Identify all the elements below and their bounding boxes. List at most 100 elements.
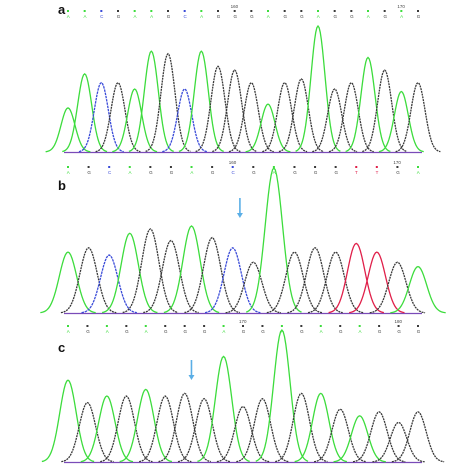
base-call-letter: T <box>376 170 379 175</box>
base-call-dot <box>314 166 317 168</box>
position-number: 170 <box>397 4 405 9</box>
peak-A <box>62 73 108 153</box>
base-call-letter: G <box>242 329 246 334</box>
base-call-letter: C <box>183 14 187 19</box>
base-call-row: A G C A G G A G C G A G G G T T G A 160 170 <box>67 160 420 175</box>
base-call-dot <box>183 325 186 327</box>
panel-label: b <box>58 178 66 193</box>
base-call-dot <box>300 325 303 327</box>
base-call-letter: G <box>261 329 265 334</box>
base-call-letter: C <box>232 170 236 175</box>
peak-C <box>78 81 124 153</box>
peak-G <box>307 251 364 314</box>
base-call-dot <box>358 325 361 327</box>
base-call-dot <box>417 325 419 327</box>
base-call-letter: G <box>233 14 237 19</box>
base-call-dot <box>149 166 152 168</box>
peak-G <box>266 251 323 314</box>
base-call-dot <box>300 10 303 12</box>
position-number: 170 <box>239 319 247 324</box>
base-call-dot <box>378 325 381 327</box>
base-call-dot <box>133 10 136 12</box>
peak-G <box>61 401 114 463</box>
peak-A <box>178 50 224 153</box>
peak-A <box>345 56 391 153</box>
base-call-letter: G <box>211 170 215 175</box>
base-call-dot <box>150 10 153 12</box>
peak-G <box>212 69 258 153</box>
peak-A <box>40 251 96 314</box>
peak-A <box>41 379 95 463</box>
peak-T <box>349 251 405 314</box>
base-call-letter: G <box>170 170 174 175</box>
base-call-dot <box>261 325 264 327</box>
base-call-dot <box>67 10 69 12</box>
peak-G <box>287 246 343 314</box>
base-call-letter: A <box>145 329 148 334</box>
base-call-dot <box>319 325 322 327</box>
base-call-dot <box>383 10 386 12</box>
base-call-dot <box>190 166 193 168</box>
base-call-dot <box>283 10 286 12</box>
base-call-letter: A <box>67 329 70 334</box>
base-call-dot <box>355 166 358 168</box>
base-call-letter: G <box>167 14 171 19</box>
base-call-letter: A <box>358 329 361 334</box>
base-call-dot <box>144 325 147 327</box>
peak-G <box>262 81 308 153</box>
peak-A <box>294 392 348 463</box>
base-call-letter: G <box>396 170 400 175</box>
base-call-letter: G <box>350 14 354 19</box>
base-call-dot <box>128 166 131 168</box>
base-call-dot <box>105 325 108 327</box>
peak-G <box>369 261 426 314</box>
position-number: 170 <box>393 160 401 165</box>
peak-G <box>313 408 367 463</box>
peak-G <box>362 69 408 153</box>
peak-A <box>333 415 386 463</box>
base-call-letter: G <box>183 329 187 334</box>
mutation-arrow <box>188 360 195 380</box>
position-number: 180 <box>395 319 403 324</box>
peak-G <box>216 405 270 463</box>
base-call-dot <box>231 166 234 168</box>
base-call-dot <box>417 166 419 168</box>
base-call-letter: A <box>222 329 225 334</box>
peak-G <box>177 397 231 463</box>
peak-G <box>122 228 179 314</box>
arrow-head <box>188 375 195 380</box>
arrow-head <box>236 213 243 218</box>
base-call-dot <box>375 166 378 168</box>
peak-A <box>255 328 309 462</box>
base-call-dot <box>396 166 399 168</box>
base-call-dot <box>100 10 103 12</box>
base-call-dot <box>339 325 342 327</box>
base-call-letter: A <box>133 14 136 19</box>
mutation-arrow <box>236 198 243 218</box>
base-call-dot <box>183 10 186 12</box>
base-call-letter: G <box>334 170 338 175</box>
base-call-letter: G <box>250 14 254 19</box>
base-call-letter: G <box>86 329 90 334</box>
trace-peaks <box>45 24 441 153</box>
peak-G <box>60 246 117 314</box>
base-call-dot <box>267 10 269 12</box>
peak-C <box>81 254 137 314</box>
base-call-letter: A <box>67 170 70 175</box>
peak-G <box>225 261 282 314</box>
base-call-letter: C <box>100 14 104 19</box>
base-call-letter: G <box>417 14 421 19</box>
base-call-letter: A <box>129 170 132 175</box>
peak-A <box>101 232 158 314</box>
position-number: 160 <box>229 160 237 165</box>
base-call-dot <box>164 325 167 327</box>
base-call-letter: G <box>300 14 304 19</box>
base-call-dot <box>222 325 225 327</box>
base-call-dot <box>125 325 128 327</box>
trace-peaks <box>40 166 446 314</box>
peak-A <box>378 90 424 153</box>
base-call-letter: A <box>267 14 270 19</box>
